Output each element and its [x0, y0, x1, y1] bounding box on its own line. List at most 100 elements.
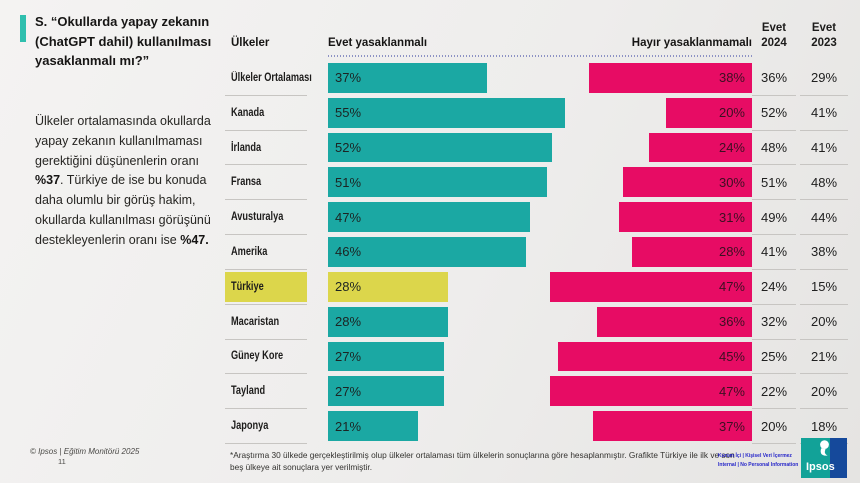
bar-hayir: 36%	[597, 306, 752, 337]
bar-evet-value: 28%	[335, 279, 362, 295]
column-header-evet-2024-line1: Evet	[761, 22, 787, 34]
evet-2024-value: 49%	[752, 200, 796, 236]
evet-2023-value: 21%	[800, 340, 848, 375]
evet-2023-value: 20%	[800, 305, 848, 340]
evet-2023-value: 44%	[800, 200, 848, 236]
country-label-cell: Güney Kore	[225, 342, 307, 372]
bar-evet: 21%	[328, 411, 418, 441]
evet-2024-value: 48%	[752, 131, 796, 166]
bar-hayir-value: 37%	[718, 418, 745, 434]
copyright-text: © Ipsos | Eğitim Monitörü 2025	[30, 447, 140, 456]
table-row: Japonya 21% 37% 20% 18%	[225, 409, 852, 444]
bar-hayir-value: 47%	[718, 383, 745, 399]
row-separator	[225, 199, 307, 201]
bar-evet: 27%	[328, 341, 444, 372]
column-header-no: Hayır yasaklanmamalı	[631, 37, 752, 49]
page-number: 11	[58, 457, 66, 466]
column-header-evet-2023-line2: 2023	[811, 36, 837, 49]
evet-2024-value: 36%	[752, 61, 796, 96]
column-header-evet-2023-line1: Evet	[811, 22, 837, 34]
row-separator	[225, 442, 307, 444]
country-label: Macaristan	[231, 315, 280, 328]
ipsos-logo: Ipsos	[801, 438, 847, 478]
country-label-cell: Japonya	[225, 411, 307, 441]
country-label-cell: Amerika	[225, 237, 307, 267]
row-separator	[225, 268, 307, 270]
bar-evet-value: 28%	[335, 314, 362, 330]
bar-evet: 52%	[328, 132, 552, 163]
bar-evet: 55%	[328, 97, 565, 128]
footnote-text: *Araştırma 30 ülkede gerçekleştirilmiş o…	[230, 450, 735, 473]
evet-2024-value: 22%	[752, 374, 796, 410]
country-label: Türkiye	[231, 280, 264, 293]
evet-2024-value: 41%	[752, 235, 796, 270]
country-label-cell: Kanada	[225, 98, 307, 128]
bar-area: 21% 37%	[328, 411, 752, 441]
bar-hayir: 47%	[550, 376, 752, 407]
table-row: Kanada 55% 20% 52% 41%	[225, 96, 852, 131]
bar-hayir: 31%	[619, 202, 752, 233]
evet-2024-value: 52%	[752, 96, 796, 131]
bar-hayir: 20%	[666, 97, 752, 128]
country-label-cell: Macaristan	[225, 307, 307, 337]
country-label: Güney Kore	[231, 350, 284, 363]
chart: Ülkeler Evet yasaklanmalı Hayır yasaklan…	[225, 0, 852, 460]
table-row: İrlanda 52% 24% 48% 41%	[225, 131, 852, 166]
bar-hayir: 24%	[649, 132, 752, 163]
ipsos-person-icon	[820, 440, 829, 456]
table-row: Fransa 51% 30% 51% 48%	[225, 165, 852, 201]
country-label-cell: İrlanda	[225, 133, 307, 163]
table-row: Ülkeler Ortalaması 37% 38% 36% 29%	[225, 61, 852, 96]
row-separator	[225, 338, 307, 340]
row-separator	[225, 164, 307, 166]
bar-evet-value: 46%	[335, 244, 362, 260]
bar-evet: 51%	[328, 167, 547, 198]
classification-line2: Internal | No Personal Information	[718, 461, 799, 468]
ipsos-logo-blue-panel	[830, 438, 847, 478]
commentary-bold1: %37	[35, 173, 61, 188]
column-header-countries: Ülkeler	[231, 37, 270, 49]
bar-evet-value: 51%	[335, 174, 362, 190]
table-row: Macaristan 28% 36% 32% 20%	[225, 305, 852, 340]
column-header-evet-2024-line2: 2024	[761, 36, 787, 49]
bar-evet-value: 37%	[335, 70, 362, 86]
bar-hayir-value: 24%	[718, 140, 745, 156]
bar-evet-value: 21%	[335, 418, 362, 434]
evet-2023-value: 20%	[800, 374, 848, 410]
accent-bar	[20, 15, 26, 42]
row-separator	[225, 373, 307, 375]
table-row: Türkiye 28% 47% 24% 15%	[225, 270, 852, 305]
country-label: Kanada	[231, 106, 265, 119]
country-label: Amerika	[231, 245, 268, 258]
bar-evet: 37%	[328, 63, 487, 93]
table-row: Güney Kore 27% 45% 25% 21%	[225, 340, 852, 375]
bar-hayir: 45%	[558, 341, 752, 372]
column-header-evet-2023: Evet 2023	[800, 21, 848, 51]
bar-hayir-value: 30%	[718, 174, 745, 190]
country-label: Avusturalya	[231, 211, 284, 224]
bar-hayir-value: 36%	[718, 314, 745, 330]
evet-2024-value: 20%	[752, 409, 796, 444]
chart-rows: Ülkeler Ortalaması 37% 38% 36% 29% Kanad…	[225, 61, 852, 444]
bar-area: 27% 47%	[328, 376, 752, 407]
bar-area: 51% 30%	[328, 167, 752, 198]
row-separator	[225, 408, 307, 410]
evet-2023-value: 41%	[800, 96, 848, 131]
bar-hayir-value: 31%	[718, 209, 745, 225]
country-label-cell: Avusturalya	[225, 202, 307, 232]
column-header-evet-2024: Evet 2024	[752, 21, 796, 51]
bar-evet-value: 52%	[335, 140, 362, 156]
page-title: S. “Okullarda yapay zekanın (ChatGPT dah…	[35, 14, 212, 68]
evet-2024-value: 25%	[752, 340, 796, 375]
country-label: Ülkeler Ortalaması	[231, 71, 312, 84]
row-separator	[225, 234, 307, 236]
country-label-cell: Ülkeler Ortalaması	[225, 63, 312, 93]
bar-evet: 28%	[328, 271, 448, 302]
bar-area: 37% 38%	[328, 63, 752, 93]
classification-line1: Kurum İçi | Kişisel Veri İçermez	[718, 453, 792, 459]
row-separator	[225, 94, 307, 96]
commentary-part2: . Türkiye de ise bu konuda daha olumlu b…	[35, 173, 211, 247]
commentary-part1: Ülkeler ortalamasında okullarda yapay ze…	[35, 114, 211, 168]
bar-hayir-value: 20%	[718, 105, 745, 121]
